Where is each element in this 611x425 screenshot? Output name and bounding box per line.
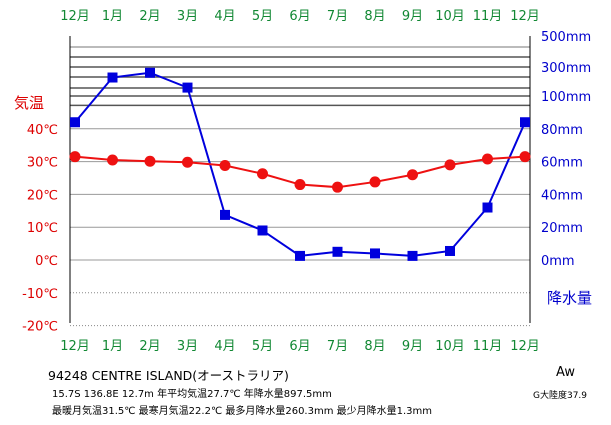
continentality-label: G大陸度37.9 (533, 391, 588, 401)
temperature-tick-label: 20℃ (27, 188, 58, 203)
month-labels-bottom: 12月 1月 2月 3月 4月 5月 6月 7月 8月 9月 10月 11月 12月 (60, 339, 540, 354)
month-label-bottom: 4月 (214, 339, 235, 354)
temperature-point (107, 154, 118, 166)
temperature-point (369, 176, 381, 188)
temperature-point (144, 155, 156, 167)
temperature-tick-label: 30℃ (27, 156, 58, 171)
temperature-point (444, 159, 456, 171)
temperature-axis-label: 気温 (14, 94, 44, 112)
month-label-top: 12月 (60, 9, 90, 24)
month-label-bottom: 7月 (327, 339, 348, 354)
temperature-tick-label: 40℃ (27, 123, 58, 138)
month-label-bottom: 10月 (435, 339, 465, 354)
precipitation-point (145, 67, 155, 78)
temperature-point (294, 179, 306, 191)
precipitation-axis-label: 降水量 (547, 289, 592, 307)
month-label-top: 6月 (289, 9, 310, 24)
month-label-top: 5月 (252, 9, 273, 24)
station-stats-line1: 15.7S 136.8E 12.7m 年平均気温27.7℃ 年降水量897.5m… (52, 389, 332, 400)
precipitation-point (107, 72, 118, 83)
precipitation-point (332, 246, 343, 257)
chart-grid (70, 46, 530, 327)
month-label-top: 3月 (177, 9, 198, 24)
month-label-bottom: 3月 (177, 339, 198, 354)
temperature-point (257, 168, 268, 180)
precipitation-tick-label: 0mm (541, 254, 575, 269)
station-stats-line2: 最暖月気温31.5℃ 最寒月気温22.2℃ 最多月降水量260.3mm 最少月降… (52, 406, 433, 417)
month-label-bottom: 5月 (252, 339, 273, 354)
month-label-bottom: 6月 (289, 339, 310, 354)
precipitation-point (520, 117, 530, 128)
month-label-top: 8月 (364, 9, 385, 24)
precipitation-tick-label: 80mm (541, 123, 583, 138)
precipitation-tick-label: 500mm (541, 30, 591, 45)
temperature-tick-label: -10℃ (22, 287, 58, 302)
temperature-point (69, 151, 81, 163)
plot-frame (69, 36, 531, 323)
month-label-bottom: 11月 (473, 339, 503, 354)
month-label-bottom: 9月 (402, 339, 423, 354)
temperature-point (482, 153, 493, 165)
month-label-bottom: 8月 (364, 339, 385, 354)
precipitation-tick-label: 60mm (541, 156, 583, 171)
precipitation-point (70, 117, 80, 128)
month-label-bottom: 1月 (102, 339, 123, 354)
month-label-top: 1月 (102, 9, 123, 24)
temperature-point (182, 156, 193, 168)
precipitation-tick-label: 40mm (541, 188, 583, 203)
month-label-top: 11月 (473, 9, 503, 24)
month-labels-top: 12月 1月 2月 3月 4月 5月 6月 7月 8月 9月 10月 11月 12月 (60, 9, 540, 24)
month-label-top: 12月 (510, 9, 540, 24)
precipitation-axis-ticks: 0mm 20mm 40mm 60mm 80mm 100mm 300mm 500mm (541, 30, 591, 269)
temperature-tick-label: 10℃ (27, 221, 58, 236)
precipitation-tick-label: 100mm (541, 90, 591, 105)
precipitation-series (70, 67, 530, 261)
month-label-top: 7月 (327, 9, 348, 24)
month-label-bottom: 12月 (60, 339, 90, 354)
climate-classification: Aw (556, 365, 575, 380)
precipitation-tick-label: 20mm (541, 221, 583, 236)
temperature-point (407, 169, 418, 181)
month-label-top: 2月 (139, 9, 160, 24)
temperature-point (219, 160, 231, 172)
temperature-point (332, 181, 343, 193)
precipitation-point (445, 245, 455, 256)
temperature-point (519, 151, 531, 163)
month-label-bottom: 12月 (510, 339, 540, 354)
month-label-top: 9月 (402, 9, 423, 24)
precipitation-tick-label: 300mm (541, 61, 591, 76)
temperature-axis-ticks: -20℃ -10℃ 0℃ 10℃ 20℃ 30℃ 40℃ (22, 123, 58, 335)
temperature-tick-label: 0℃ (35, 254, 58, 269)
station-name: 94248 CENTRE ISLAND(オーストラリア) (48, 368, 289, 383)
precipitation-point (482, 202, 493, 213)
month-label-top: 10月 (435, 9, 465, 24)
precipitation-point (295, 250, 305, 261)
precipitation-point (407, 250, 418, 261)
precipitation-point (257, 225, 268, 236)
temperature-series (69, 151, 531, 193)
precipitation-point (182, 82, 193, 93)
month-label-bottom: 2月 (139, 339, 160, 354)
precipitation-point (220, 209, 230, 220)
month-label-top: 4月 (214, 9, 235, 24)
precipitation-point (370, 248, 380, 259)
temperature-tick-label: -20℃ (22, 320, 58, 335)
